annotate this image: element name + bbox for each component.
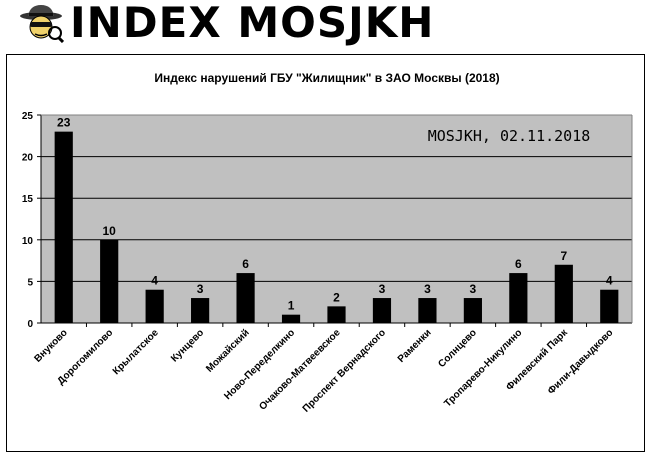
y-tick-label: 20 xyxy=(22,153,34,164)
data-label: 2 xyxy=(333,290,340,304)
x-tick-label: Кунцево xyxy=(169,327,206,364)
chart-annotation: MOSJKH, 02.11.2018 xyxy=(428,127,591,145)
data-label: 23 xyxy=(57,116,71,130)
data-label: 4 xyxy=(606,274,613,288)
x-tick-label: Внуково xyxy=(32,327,69,364)
bar xyxy=(372,298,392,323)
bar xyxy=(281,314,301,323)
x-tick-label: Солнцево xyxy=(436,327,479,370)
bar xyxy=(463,298,482,323)
y-tick-label: 10 xyxy=(22,236,34,247)
x-tick-label: Крылатское xyxy=(111,327,161,377)
data-label: 3 xyxy=(470,282,477,296)
x-tick-label: Можайский xyxy=(204,327,251,374)
chart-title: Индекс нарушений ГБУ "Жилищник" в ЗАО Мо… xyxy=(154,71,499,85)
y-tick-label: 0 xyxy=(27,319,33,330)
axes xyxy=(40,114,633,324)
data-label: 6 xyxy=(515,257,522,271)
data-label: 4 xyxy=(151,274,158,288)
y-axis-ticks: 0 5 10 15 20 25 xyxy=(22,111,41,330)
plot-area xyxy=(41,115,632,323)
data-label: 3 xyxy=(197,282,204,296)
data-label: 10 xyxy=(103,224,117,238)
header-banner: INDEX MOSJKH xyxy=(0,0,653,46)
y-tick-label: 5 xyxy=(27,277,33,288)
bar xyxy=(145,289,164,323)
x-tick-label: Очаково-Матвеевское xyxy=(257,327,343,413)
bar xyxy=(600,289,619,323)
y-tick-label: 15 xyxy=(22,194,34,205)
bar xyxy=(236,273,255,323)
bar xyxy=(100,239,119,323)
bars xyxy=(54,131,619,323)
data-label: 3 xyxy=(424,282,431,296)
bar xyxy=(54,131,73,323)
y-tick-label: 25 xyxy=(22,111,34,122)
bar xyxy=(509,273,528,323)
data-label: 6 xyxy=(242,257,249,271)
bar xyxy=(191,298,210,323)
x-tick-label: Раменки xyxy=(396,327,434,365)
data-label: 7 xyxy=(560,249,567,263)
chart-frame: Индекс нарушений ГБУ "Жилищник" в ЗАО Мо… xyxy=(6,54,645,452)
bar xyxy=(554,264,573,323)
bar xyxy=(327,306,346,323)
data-label: 1 xyxy=(288,299,295,313)
x-tick-label: Проспект Вернадского xyxy=(301,327,388,414)
bar xyxy=(418,298,437,323)
chart: Индекс нарушений ГБУ "Жилищник" в ЗАО Мо… xyxy=(22,71,633,415)
spy-detective-icon xyxy=(20,5,64,43)
data-label: 3 xyxy=(379,282,386,296)
x-tick-label: Тропарево-Никулино xyxy=(442,327,524,409)
logo-text: INDEX MOSJKH xyxy=(70,0,435,47)
